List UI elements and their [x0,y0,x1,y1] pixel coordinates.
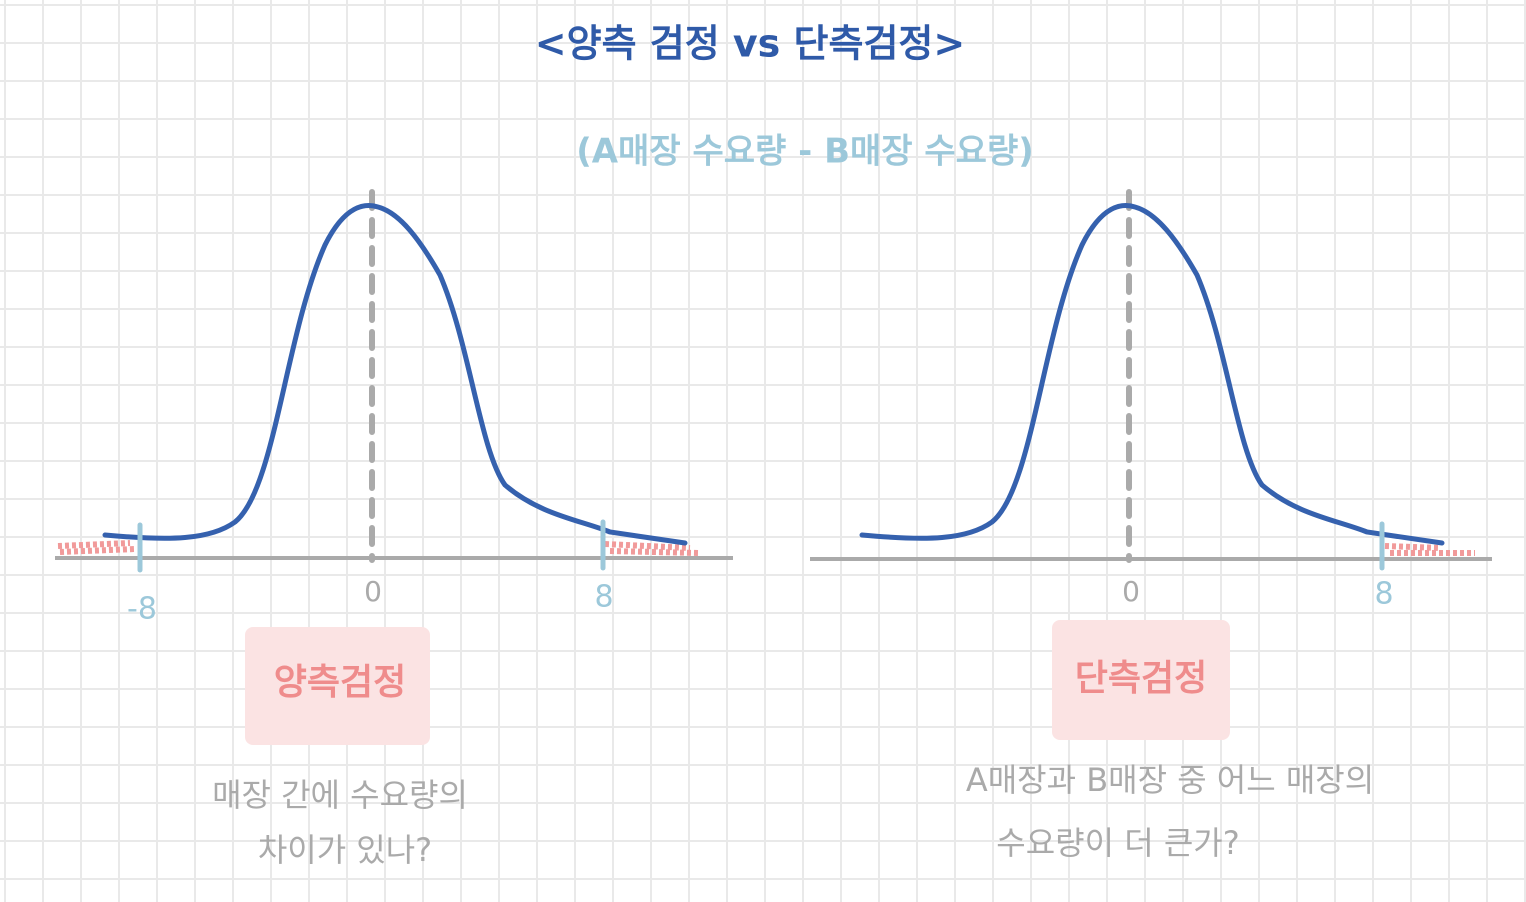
tick-label: 8 [594,580,613,615]
tail-shade [1384,543,1475,556]
tail-shade [604,541,699,556]
title: <양측 검정 vs 단측검정> [535,22,965,66]
tick-label: 0 [1122,575,1140,608]
caption: 매장 간에 수요량의 [212,776,468,814]
caption: 수요량이 더 큰가? [996,824,1239,862]
label: 단측검정 [1075,658,1207,699]
tick-label: -8 [127,592,157,627]
distribution-curve [102,203,688,546]
subtitle: (A매장 수요량 - B매장 수요량) [576,132,1034,172]
tail-shade [57,540,136,555]
caption: 차이가 있나? [258,831,432,869]
label-box [1052,620,1230,740]
label-box [245,627,430,745]
right-panel: 0 8 단측검정 A매장과 B매장 중 어느 매장의 수요량이 더 큰가? [810,189,1492,862]
caption: A매장과 B매장 중 어느 매장의 [966,761,1374,799]
left-panel: -8 0 8 양측검정 매장 간에 수요량의 차이가 있나? [55,189,733,869]
tick-label: 8 [1374,577,1393,612]
distribution-curve [859,203,1445,546]
label: 양측검정 [274,662,406,703]
tick-label: 0 [364,575,382,608]
